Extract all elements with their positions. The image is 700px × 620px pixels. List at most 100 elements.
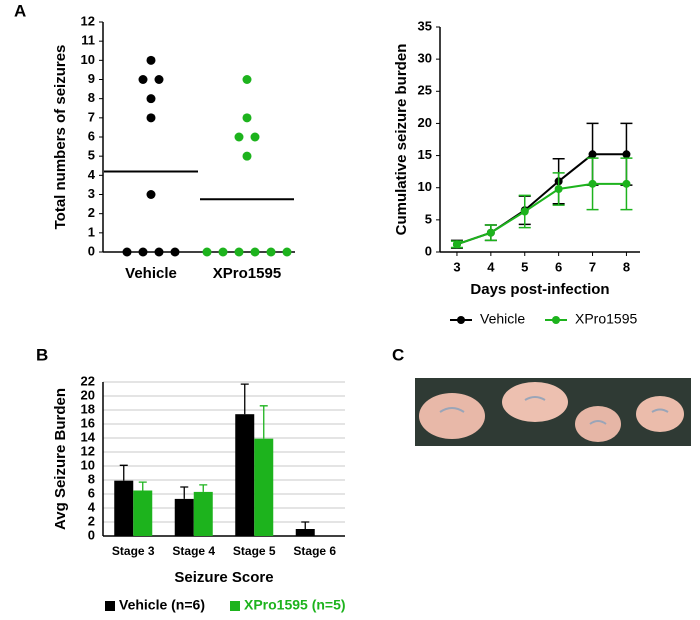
point	[588, 179, 597, 188]
x-tick-label: XPro1595	[213, 265, 281, 282]
x-tick-label: 6	[555, 259, 562, 274]
legend-label: XPro1595	[575, 311, 637, 327]
bar	[235, 414, 255, 536]
bar	[133, 490, 153, 536]
dot	[250, 247, 260, 257]
y-tick-label: 7	[88, 109, 95, 124]
y-tick-label: 0	[425, 243, 432, 258]
y-tick-label: 10	[81, 52, 95, 67]
point	[486, 228, 495, 237]
y-tick-label: 2	[88, 513, 95, 528]
y-tick-label: 1	[88, 224, 95, 239]
x-tick-label: Stage 5	[233, 544, 276, 558]
dot	[242, 151, 252, 161]
error-bar	[138, 481, 147, 491]
dot	[122, 247, 132, 257]
y-tick-label: 4	[88, 167, 96, 182]
point	[622, 150, 631, 159]
y-tick-label: 12	[81, 443, 95, 458]
y-axis-label: Cumulative seizure burden	[393, 44, 410, 236]
point	[452, 240, 461, 249]
y-tick-label: 30	[418, 51, 432, 66]
dot	[266, 247, 276, 257]
y-tick-label: 6	[88, 128, 95, 143]
dot	[154, 75, 164, 84]
y-tick-label: 10	[418, 179, 432, 194]
error-bar	[199, 484, 208, 492]
bar	[114, 480, 134, 536]
legend-label: XPro1595 (n=5)	[244, 597, 346, 613]
legend-label: Vehicle (n=6)	[119, 597, 205, 613]
bar	[295, 529, 315, 536]
point	[588, 150, 597, 159]
dot	[138, 247, 148, 257]
y-tick-label: 5	[88, 148, 95, 163]
dot	[242, 75, 252, 84]
legend-swatch	[105, 601, 115, 611]
error-bar	[180, 486, 189, 499]
point	[622, 179, 631, 188]
y-tick-label: 11	[81, 33, 95, 48]
point	[520, 207, 529, 216]
y-tick-label: 5	[425, 211, 432, 226]
error-bar	[259, 405, 268, 439]
dot	[146, 190, 156, 199]
x-tick-label: Stage 6	[293, 544, 336, 558]
legend-swatch	[230, 601, 240, 611]
y-tick-label: 2	[88, 205, 95, 220]
legend-marker	[457, 316, 465, 324]
dot	[146, 113, 156, 123]
point	[554, 185, 563, 193]
y-axis-label: Total numbers of seizures	[52, 45, 69, 230]
dot	[138, 75, 148, 84]
error-bar	[119, 464, 128, 481]
y-tick-label: 20	[81, 387, 95, 402]
x-tick-label: Stage 3	[112, 544, 155, 558]
error-bar	[301, 521, 310, 529]
x-tick-label: Stage 4	[172, 544, 215, 558]
y-tick-label: 25	[418, 83, 432, 98]
y-tick-label: 16	[81, 415, 95, 430]
panel-label: C	[392, 345, 404, 364]
dot	[154, 247, 164, 257]
panel-label: A	[14, 1, 26, 20]
y-tick-label: 9	[88, 71, 95, 86]
series-line	[456, 182, 627, 246]
dot	[170, 247, 180, 257]
dot	[202, 247, 212, 257]
y-tick-label: 0	[88, 527, 95, 542]
bar	[193, 491, 213, 536]
dot	[282, 247, 292, 257]
x-tick-label: 5	[521, 259, 528, 274]
y-axis-label: Avg Seizure Burden	[52, 388, 69, 530]
panel-label: B	[36, 345, 48, 364]
y-tick-label: 4	[88, 499, 96, 514]
x-tick-label: Vehicle	[125, 265, 177, 282]
y-tick-label: 6	[88, 485, 95, 500]
y-tick-label: 22	[81, 373, 95, 388]
x-tick-label: 7	[589, 259, 596, 274]
y-tick-label: 3	[88, 186, 95, 201]
y-tick-label: 10	[81, 457, 95, 472]
bar	[254, 438, 274, 536]
error-bar	[240, 383, 249, 415]
dot	[234, 247, 244, 257]
y-tick-label: 35	[418, 18, 432, 33]
legend-marker	[552, 316, 560, 324]
y-tick-label: 12	[81, 13, 95, 28]
x-axis-label: Seizure Score	[174, 569, 273, 586]
dot	[250, 132, 260, 142]
x-tick-label: 8	[623, 259, 630, 274]
dot	[218, 247, 228, 257]
dot	[146, 94, 156, 104]
y-tick-label: 18	[81, 401, 95, 416]
dot	[146, 55, 156, 65]
dot	[234, 132, 244, 142]
x-tick-label: 3	[453, 259, 460, 274]
y-tick-label: 0	[88, 243, 95, 258]
bar	[174, 498, 194, 536]
y-tick-label: 20	[418, 115, 432, 130]
y-tick-label: 15	[418, 147, 432, 162]
y-tick-label: 8	[88, 471, 95, 486]
